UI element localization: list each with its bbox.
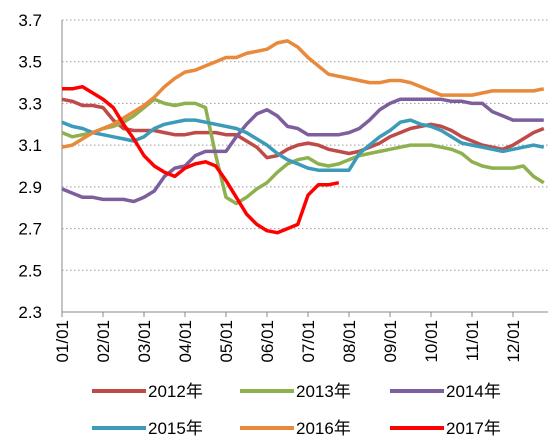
series-line: [62, 84, 340, 235]
legend-label: 2012年: [148, 382, 203, 401]
series-line: [61, 118, 545, 172]
x-tick-label: 05/01: [217, 320, 236, 363]
y-tick-label: 3.5: [18, 53, 42, 72]
x-tick-label: 10/01: [422, 320, 441, 363]
x-tick-label: 01/01: [53, 320, 72, 363]
y-tick-label: 3.1: [18, 136, 42, 155]
legend-label: 2014年: [446, 382, 501, 401]
x-tick-label: 06/01: [258, 320, 277, 363]
x-tick-label: 09/01: [381, 320, 400, 363]
y-tick-label: 2.9: [18, 178, 42, 197]
legend-label: 2016年: [296, 419, 351, 438]
x-tick-label: 12/01: [504, 320, 523, 363]
x-tick-label: 02/01: [94, 320, 113, 363]
series-line: [61, 97, 544, 204]
series-line: [61, 97, 545, 206]
y-tick-label: 2.7: [18, 220, 42, 239]
series-line: [61, 39, 545, 149]
x-tick-label: 11/01: [463, 320, 482, 361]
x-tick-label: 07/01: [299, 320, 318, 363]
x-tick-label: 04/01: [176, 320, 195, 363]
legend-label: 2017年: [446, 419, 501, 438]
y-tick-label: 2.5: [18, 261, 42, 280]
x-tick-label: 08/01: [340, 320, 359, 363]
y-tick-label: 2.3: [18, 303, 42, 322]
legend-label: 2015年: [148, 419, 203, 438]
y-tick-label: 3.3: [18, 94, 42, 113]
legend-label: 2013年: [296, 382, 351, 401]
y-tick-label: 3.7: [18, 11, 42, 30]
series-line: [61, 97, 545, 160]
x-tick-label: 03/01: [135, 320, 154, 363]
